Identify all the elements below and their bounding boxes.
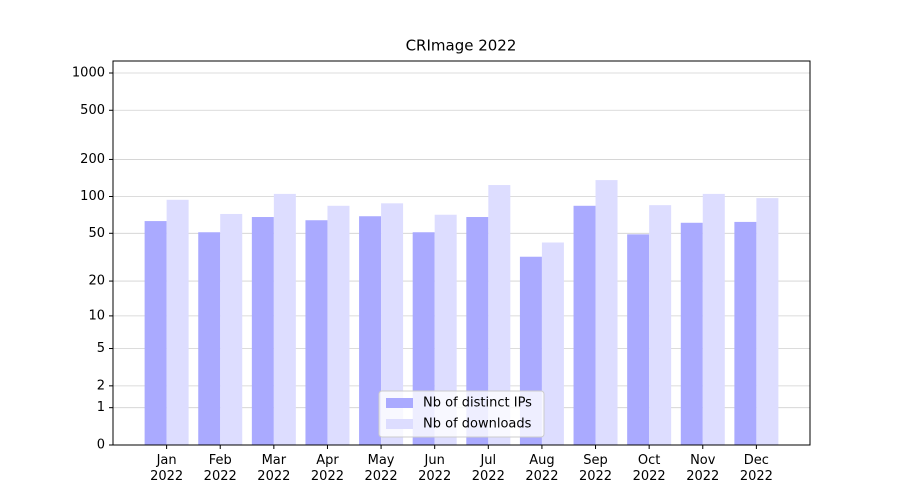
x-tick-label: Apr 2022 <box>310 453 344 484</box>
legend-box <box>378 390 545 438</box>
x-tick-label: Jul 2022 <box>471 453 505 484</box>
x-tick-label: Jan 2022 <box>150 453 184 484</box>
y-tick-label: 500 <box>80 103 105 118</box>
plot-frame <box>112 60 811 446</box>
bar <box>649 205 672 445</box>
bar <box>251 217 274 445</box>
x-tick-label: Dec 2022 <box>739 453 773 484</box>
bar <box>466 217 489 445</box>
x-tick-label: Jun 2022 <box>418 453 452 484</box>
x-tick-label: Mar 2022 <box>257 453 291 484</box>
bar <box>702 193 725 445</box>
y-tick-label: 5 <box>97 341 105 356</box>
bar <box>627 234 650 445</box>
legend: Nb of distinct IPs Nb of downloads <box>378 390 545 438</box>
x-tick-label: Aug 2022 <box>525 453 559 484</box>
chart-title: CRImage 2022 <box>406 37 517 55</box>
y-tick-label: 10 <box>88 308 105 323</box>
bar <box>488 185 511 445</box>
bar <box>305 220 328 445</box>
y-tick-label: 2 <box>97 378 105 393</box>
bar <box>273 193 296 445</box>
x-tick-label: May 2022 <box>364 453 398 484</box>
bar <box>595 180 618 445</box>
bar <box>734 221 757 445</box>
x-tick-label: Oct 2022 <box>632 453 666 484</box>
y-tick-label: 1 <box>97 400 105 415</box>
y-tick-label: 50 <box>88 226 105 241</box>
bar <box>573 205 596 445</box>
bar <box>541 242 564 445</box>
y-tick-label: 20 <box>88 274 105 289</box>
bar <box>359 216 382 445</box>
y-tick-label: 0 <box>97 438 105 453</box>
bar <box>381 203 404 445</box>
bar <box>756 198 779 445</box>
bar <box>327 205 350 445</box>
legend-label: Nb of downloads <box>423 417 532 432</box>
x-tick-label: Nov 2022 <box>686 453 720 484</box>
legend-label: Nb of distinct IPs <box>423 396 532 411</box>
legend-swatch <box>386 419 413 429</box>
x-tick-label: Sep 2022 <box>578 453 613 484</box>
bar <box>434 214 457 445</box>
bar <box>166 199 189 445</box>
x-tick-label: Feb 2022 <box>203 453 237 484</box>
y-tick-label: 100 <box>80 189 105 204</box>
bar <box>680 222 703 445</box>
legend-swatch <box>386 398 413 408</box>
bar <box>198 232 221 445</box>
y-tick-label: 1000 <box>72 66 105 81</box>
bar <box>220 213 243 445</box>
bar <box>144 221 167 445</box>
y-tick-label: 200 <box>80 152 105 167</box>
